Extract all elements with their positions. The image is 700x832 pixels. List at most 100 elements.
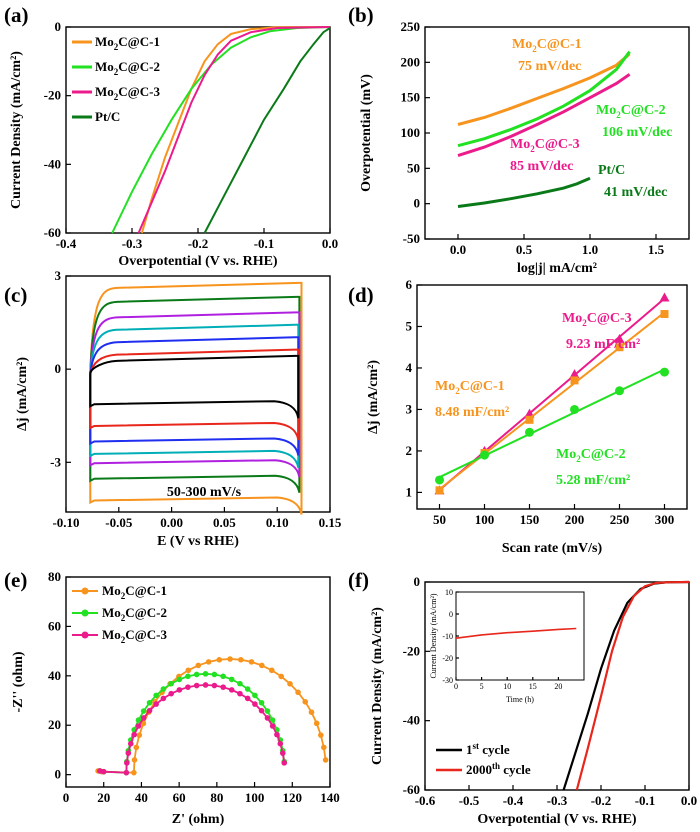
data-point	[125, 750, 132, 756]
y-tick-label: 100	[401, 125, 421, 140]
data-point	[176, 676, 183, 683]
y-tick-label: 3	[55, 268, 62, 283]
data-point	[153, 701, 159, 707]
inset-y-tick-label: -20	[442, 654, 453, 663]
inset-ylabel: Current Density (mA/cm²)	[429, 593, 438, 678]
data-point	[100, 768, 107, 775]
x-tick-label: 0.00	[160, 515, 183, 530]
data-point	[140, 715, 147, 721]
inset-series-line	[455, 627, 577, 639]
capacitance-label: 8.48 mF/cm²	[435, 405, 509, 420]
data-point	[168, 680, 174, 687]
x-tick-label: 150	[520, 512, 540, 527]
x-tick-label: -0.05	[105, 515, 133, 530]
y-tick-label: 0	[414, 196, 421, 211]
data-point	[227, 656, 233, 662]
panel-d-xlabel: Scan rate (mV/s)	[502, 541, 603, 556]
data-point	[133, 744, 140, 751]
data-point	[160, 695, 167, 702]
data-point	[570, 376, 579, 385]
x-tick-label: 1.0	[582, 242, 598, 257]
series-label: Pt/C	[95, 109, 120, 124]
data-point	[244, 695, 251, 702]
series-line	[562, 580, 690, 791]
nyquist-line	[97, 658, 327, 774]
inset-x-tick-label: 5	[480, 682, 484, 691]
data-point	[525, 415, 534, 424]
data-point	[131, 769, 137, 776]
x-tick-label: -0.2	[188, 236, 209, 251]
data-point	[318, 732, 324, 738]
y-tick-label: 60	[48, 618, 61, 633]
series-line	[457, 176, 591, 208]
data-point	[176, 687, 183, 693]
panel-label-e: (e)	[4, 568, 27, 592]
data-point	[252, 701, 258, 707]
data-point	[146, 707, 153, 714]
panel-b-ylabel: Overpotential (mV)	[359, 74, 374, 192]
legend-label: 1st cycle	[466, 741, 510, 757]
legend-marker	[81, 587, 89, 595]
data-point	[185, 684, 191, 690]
data-point	[140, 708, 147, 714]
fit-line	[438, 297, 666, 491]
data-point	[269, 723, 276, 729]
data-point	[193, 671, 200, 678]
data-point	[660, 310, 669, 319]
data-point	[220, 684, 226, 690]
panel-f-ylabel: Current Density (mA/cm²)	[370, 607, 385, 765]
data-point	[123, 769, 130, 776]
data-point	[277, 740, 284, 747]
series-label: Mo2C@C-3	[95, 84, 160, 102]
slope-label: 41 mV/dec	[604, 185, 667, 200]
panel-f-legend: 1st cycle 2000th cycle	[436, 741, 531, 777]
panel-e-ylabel: -Z'' (ohm)	[11, 651, 26, 712]
x-tick-label: 80	[210, 790, 223, 805]
panel-e-xlabel: Z' (ohm)	[172, 812, 225, 827]
data-point	[281, 760, 288, 766]
data-point	[146, 699, 153, 706]
data-point	[193, 682, 200, 689]
cv-loop	[89, 281, 303, 515]
panel-c-xlabel: E (V vs RHE)	[157, 534, 239, 549]
data-point	[569, 369, 580, 379]
data-point	[321, 744, 327, 751]
data-point	[278, 673, 285, 680]
y-tick-label: 40	[48, 668, 61, 683]
data-point	[302, 699, 309, 705]
series-label: Pt/C	[598, 163, 625, 178]
y-tick-label: 20	[48, 717, 61, 732]
legend-marker	[81, 609, 89, 617]
legend-marker	[81, 631, 89, 639]
data-point	[228, 687, 235, 693]
series-line	[457, 50, 631, 148]
panel-f-inset: 0 5 10 15 20 10 0 -10 -20 -30 Time (h) Current De…	[429, 588, 585, 704]
x-tick-label: 0.10	[266, 515, 289, 530]
data-point	[659, 292, 670, 302]
cv-loop	[89, 354, 300, 419]
series-label: Mo2C@C-2	[596, 103, 666, 120]
inset-x-tick-label: 20	[554, 682, 562, 691]
y-tick-label: 2	[406, 443, 413, 458]
inset-xlabel: Time (h)	[506, 695, 534, 704]
inset-y-tick-label: -30	[442, 676, 453, 685]
panel-a-frame	[65, 26, 331, 234]
data-point	[238, 656, 244, 663]
panel-f: (f) -0.6 -0.5 -0.4 -0.3 -0.2 -0.1 0.0 0 -20 -40 -6…	[348, 568, 697, 827]
data-point	[264, 715, 271, 721]
x-tick-label: -0.4	[503, 793, 524, 808]
series-label: Mo2C@C-2	[102, 605, 167, 623]
cv-loop	[89, 295, 301, 493]
series-label: Mo2C@C-3	[102, 627, 167, 645]
data-point	[185, 667, 192, 674]
y-tick-label: 6	[406, 277, 413, 292]
y-tick-label: 0	[55, 19, 62, 34]
panel-a: (a) -0.4 -0.3 -0.2 -0.1 0.0 0 -20 -40 -60 Overpo…	[4, 3, 338, 269]
panel-label-d: (d)	[348, 283, 374, 307]
series-label: Mo2C@C-2	[95, 59, 160, 77]
x-tick-label: -0.1	[635, 793, 656, 808]
y-tick-label: 200	[401, 54, 421, 69]
data-point	[228, 676, 235, 683]
y-tick-label: -60	[44, 225, 61, 240]
data-point	[237, 680, 243, 687]
